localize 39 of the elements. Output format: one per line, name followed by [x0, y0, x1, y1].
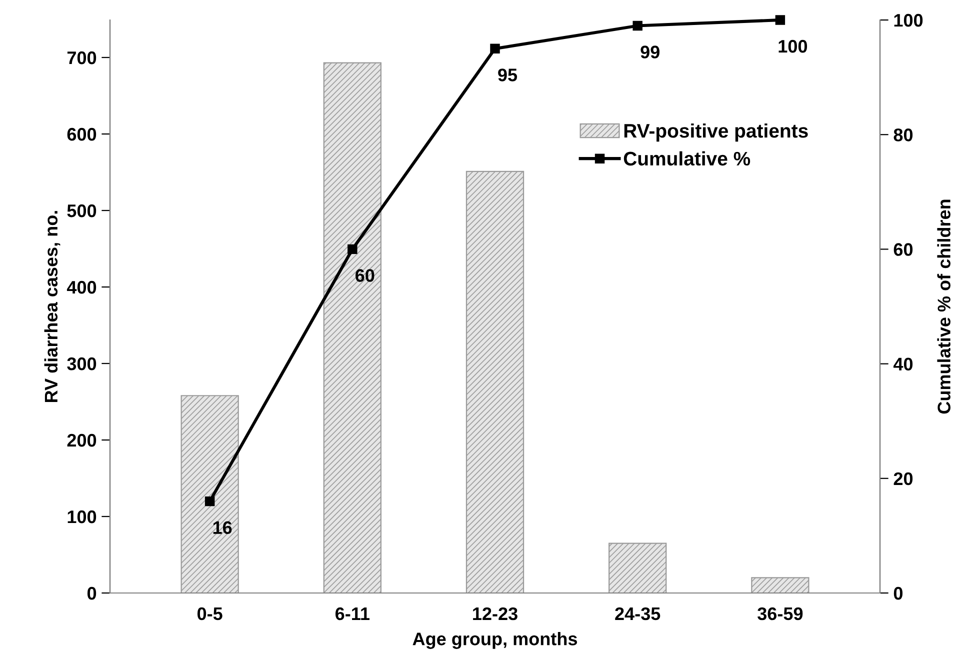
y-tick-label: 500 [67, 204, 96, 218]
bar [751, 577, 810, 593]
legend-label: Cumulative % [624, 151, 750, 166]
x-tick-label: 6-11 [335, 607, 370, 620]
y2-tick-label: 20 [894, 472, 913, 486]
y2-tick-label: 100 [894, 14, 923, 27]
y2-tick-label: 40 [893, 358, 913, 371]
bar [180, 395, 239, 593]
point [490, 44, 500, 54]
data-label: 100 [778, 40, 808, 53]
y-tick-label: 100 [68, 510, 96, 524]
y-tick-label: 0 [87, 586, 96, 600]
x-tick-label: 24-35 [615, 607, 660, 620]
y2-tick-label: 60 [894, 243, 913, 256]
data-label: 95 [498, 68, 518, 82]
y-axis-title: RV diarrhea cases, no. [44, 211, 60, 402]
y2-tick-label: 80 [894, 128, 913, 142]
legend-label: RV-positive patients [624, 123, 808, 142]
y-tick-label: 200 [67, 434, 96, 447]
bar [608, 542, 667, 593]
x-tick-label: 0-5 [197, 607, 222, 620]
y-tick-label: 300 [67, 357, 96, 370]
data-label: 16 [213, 521, 232, 534]
y2-tick-label: 0 [894, 586, 902, 600]
bar [323, 62, 382, 593]
y-tick-label: 700 [67, 51, 96, 64]
data-label: 60 [356, 269, 374, 282]
x-tick-label: 12-23 [473, 607, 518, 620]
point [204, 496, 215, 506]
y-tick-label: 600 [67, 128, 96, 141]
point [348, 244, 358, 254]
data-label: 99 [640, 46, 660, 58]
y2-axis-title: Cumulative % of children [937, 200, 950, 414]
y-tick-label: 400 [66, 280, 96, 294]
x-axis-title: Age group, months [412, 632, 578, 649]
x-tick-label: 36-59 [758, 607, 803, 620]
point [775, 15, 786, 25]
bar [466, 170, 524, 593]
point [632, 20, 642, 31]
